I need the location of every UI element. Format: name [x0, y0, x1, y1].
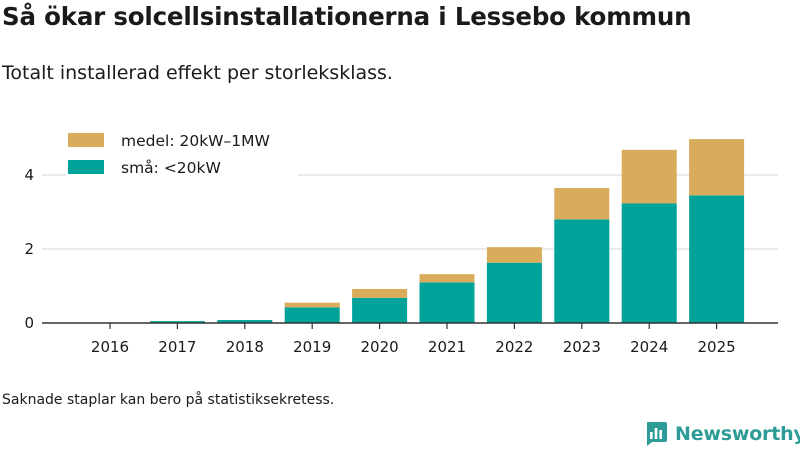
x-tick-label-2025: 2025	[698, 338, 736, 356]
y-tick-label-4: 4	[24, 166, 34, 184]
legend: medel: 20kW–1MW små: <20kW	[66, 126, 298, 178]
y-axis-ticks: 0 2 4	[24, 166, 34, 332]
x-tick-label-2021: 2021	[428, 338, 466, 356]
bar-2022-medel	[486, 247, 542, 263]
footnote: Saknade staplar kan bero på statistiksek…	[2, 392, 335, 408]
bar-2025-medel	[689, 139, 745, 196]
bar-2018-sma	[217, 320, 273, 323]
x-tick-label-2024: 2024	[630, 338, 668, 356]
legend-swatch-medel	[68, 133, 104, 147]
legend-label-sma: små: <20kW	[121, 159, 221, 177]
x-tick-label-2019: 2019	[293, 338, 331, 356]
bar-2024-sma	[621, 203, 677, 323]
x-tick-label-2017: 2017	[158, 338, 196, 356]
x-axis-ticks: 2016 2017 2018 2019 2020 2021 2022 2023 2024 2025	[91, 323, 736, 356]
y-tick-label-2: 2	[24, 240, 34, 258]
x-tick-label-2022: 2022	[495, 338, 533, 356]
x-tick-label-2016: 2016	[91, 338, 129, 356]
bar-2020-sma	[352, 297, 408, 323]
brand-logo: Newsworthy	[644, 420, 800, 448]
bar-2023-medel	[554, 187, 610, 220]
bar-2024-medel	[621, 149, 677, 204]
chart-subtitle: Totalt installerad effekt per storlekskl…	[2, 62, 393, 84]
bars	[82, 139, 745, 323]
bar-2022-sma	[486, 262, 542, 323]
bar-2025-sma	[689, 195, 745, 323]
bar-2021-sma	[419, 282, 475, 323]
x-tick-label-2018: 2018	[226, 338, 264, 356]
bar-chart: 0 2 4 2016 2017 2018 2019 2020 2021 2022 2023 2024…	[24, 126, 778, 356]
legend-swatch-sma	[68, 160, 104, 174]
bar-2023-sma	[554, 219, 610, 323]
y-tick-label-0: 0	[24, 314, 34, 332]
x-tick-label-2020: 2020	[361, 338, 399, 356]
bar-2020-medel	[352, 288, 408, 298]
x-tick-label-2023: 2023	[563, 338, 601, 356]
newsworthy-logo-icon	[647, 422, 667, 446]
legend-background	[66, 126, 298, 178]
legend-label-medel: medel: 20kW–1MW	[121, 132, 270, 150]
chart-title: Så ökar solcellsinstallationerna i Lesse…	[2, 2, 692, 31]
bar-2019-medel	[284, 302, 340, 308]
bar-2017-sma	[149, 321, 205, 323]
bar-2021-medel	[419, 274, 475, 283]
brand-name: Newsworthy	[675, 423, 800, 445]
bar-2019-sma	[284, 307, 340, 323]
